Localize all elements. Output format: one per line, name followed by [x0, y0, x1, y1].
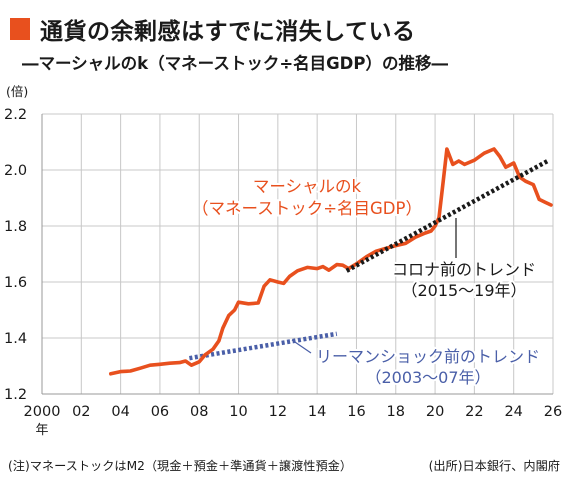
x-tick-label: 06 [151, 404, 169, 420]
marshall-k-line [109, 147, 553, 376]
chart-subtitle: ―マーシャルのk（マネーストック÷名目GDP）の推移― [22, 54, 448, 73]
x-tick-label: 2000 [24, 404, 61, 420]
x-tick-label: 10 [229, 404, 247, 420]
y-tick-label: 1.6 [4, 275, 27, 291]
lehman-trend-label: リーマンショック前のトレンド [316, 347, 540, 366]
lehman-trend-line [189, 331, 338, 361]
x-tick-label: 26 [544, 404, 562, 420]
chart-title: 通貨の余剰感はすでに消失している [40, 19, 416, 45]
x-tick-label: 22 [465, 404, 483, 420]
x-tick-label: 02 [72, 404, 90, 420]
y-axis-unit: (倍) [6, 84, 28, 99]
source-note: (出所)日本銀行、内閣府 [428, 459, 560, 473]
covid-trend-label: （2015～19年） [401, 281, 526, 300]
y-tick-label: 2.2 [4, 107, 27, 123]
x-tick-label: 24 [504, 404, 522, 420]
y-tick-label: 1.4 [4, 331, 27, 347]
y-tick-label: 2.0 [4, 163, 27, 179]
marshall-k-label: マーシャルのk [253, 177, 362, 196]
marshall-k-label: （マネーストック÷名目GDP） [192, 199, 422, 218]
lehman-trend-label: （2003～07年） [365, 368, 490, 387]
x-tick-label: 12 [269, 404, 287, 420]
y-tick-label: 1.2 [4, 387, 27, 403]
x-tick-label: 08 [190, 404, 208, 420]
title-marker [10, 18, 30, 40]
x-tick-label: 14 [308, 404, 326, 420]
footnote: (注)マネーストックはM2（現金＋預金＋準通貨＋譲渡性預金） [8, 459, 353, 473]
x-tick-label: 18 [387, 404, 405, 420]
x-tick-label: 16 [347, 404, 365, 420]
x-tick-sublabel: 年 [35, 423, 48, 438]
title-row: 通貨の余剰感はすでに消失している [10, 12, 416, 46]
x-tick-label: 20 [426, 404, 444, 420]
x-tick-label: 04 [111, 404, 129, 420]
y-tick-label: 1.8 [4, 219, 27, 235]
lehman-trend-leader [291, 339, 312, 354]
covid-trend-label: コロナ前のトレンド [392, 260, 536, 279]
